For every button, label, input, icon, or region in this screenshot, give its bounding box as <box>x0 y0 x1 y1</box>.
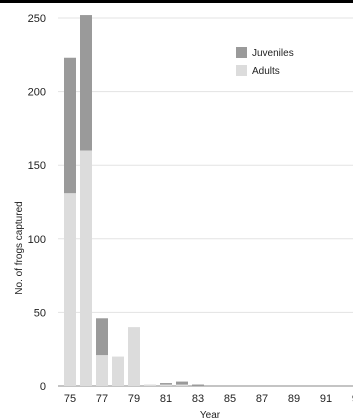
x-tick-label: 85 <box>224 393 236 405</box>
x-tick-label: 83 <box>192 393 204 405</box>
x-axis-title: Year <box>200 410 221 420</box>
bar-adults-75 <box>64 193 76 386</box>
x-tick-label: 87 <box>256 393 268 405</box>
y-axis-ticks: 0 50 100 150 200 250 <box>28 13 46 393</box>
bar-adults-77 <box>96 355 108 386</box>
x-tick-label: 89 <box>288 393 300 405</box>
bar-juveniles-77 <box>96 318 108 356</box>
bar-juveniles-82 <box>176 381 188 385</box>
bar-juveniles-83 <box>192 384 204 386</box>
bar-adults-79 <box>128 327 140 386</box>
bars <box>64 15 204 386</box>
legend-swatch-juveniles <box>236 47 247 58</box>
bar-adults-78 <box>112 356 124 386</box>
bar-juveniles-76 <box>80 15 92 151</box>
gridlines <box>58 17 353 387</box>
legend-label-juveniles: Juveniles <box>252 48 294 59</box>
x-tick-label: 79 <box>128 393 140 405</box>
y-tick-label: 50 <box>34 307 46 319</box>
x-tick-label: 75 <box>64 393 76 405</box>
bar-adults-80 <box>144 384 156 386</box>
bar-juveniles-75 <box>64 57 76 194</box>
legend: Juveniles Adults <box>236 47 294 77</box>
y-tick-label: 250 <box>28 13 46 25</box>
y-tick-label: 0 <box>40 381 46 393</box>
legend-label-adults: Adults <box>252 66 280 77</box>
y-axis-title: No. of frogs captured <box>14 201 25 294</box>
x-axis-ticks: 75 77 79 81 83 85 87 89 91 93 <box>64 393 353 405</box>
legend-swatch-adults <box>236 65 247 76</box>
y-tick-label: 200 <box>28 87 46 99</box>
x-tick-label: 81 <box>160 393 172 405</box>
bar-adults-82 <box>176 384 188 386</box>
y-tick-label: 150 <box>28 160 46 172</box>
bar-adults-81 <box>160 384 172 386</box>
x-tick-label: 77 <box>96 393 108 405</box>
x-tick-label: 91 <box>320 393 332 405</box>
bar-adults-76 <box>80 150 92 386</box>
y-tick-label: 100 <box>28 234 46 246</box>
x-tick-label: 93 <box>352 393 353 405</box>
top-border <box>0 0 353 3</box>
bar-juveniles-81 <box>160 383 172 385</box>
